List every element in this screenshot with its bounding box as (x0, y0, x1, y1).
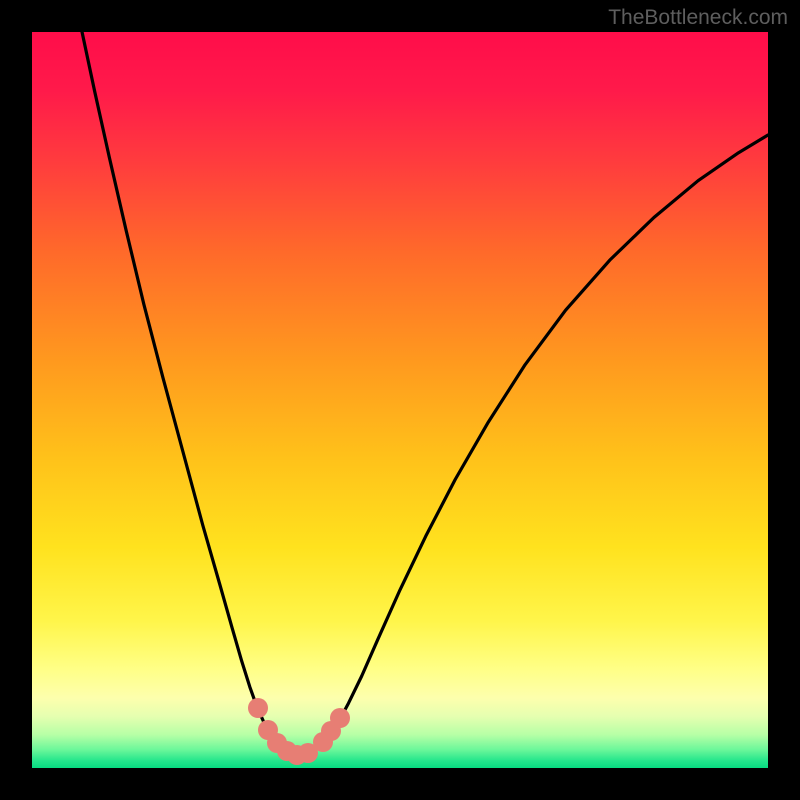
plot-area (32, 32, 768, 768)
watermark-text: TheBottleneck.com (608, 6, 788, 30)
data-marker (248, 698, 268, 718)
marker-layer (32, 32, 768, 768)
data-marker (330, 708, 350, 728)
